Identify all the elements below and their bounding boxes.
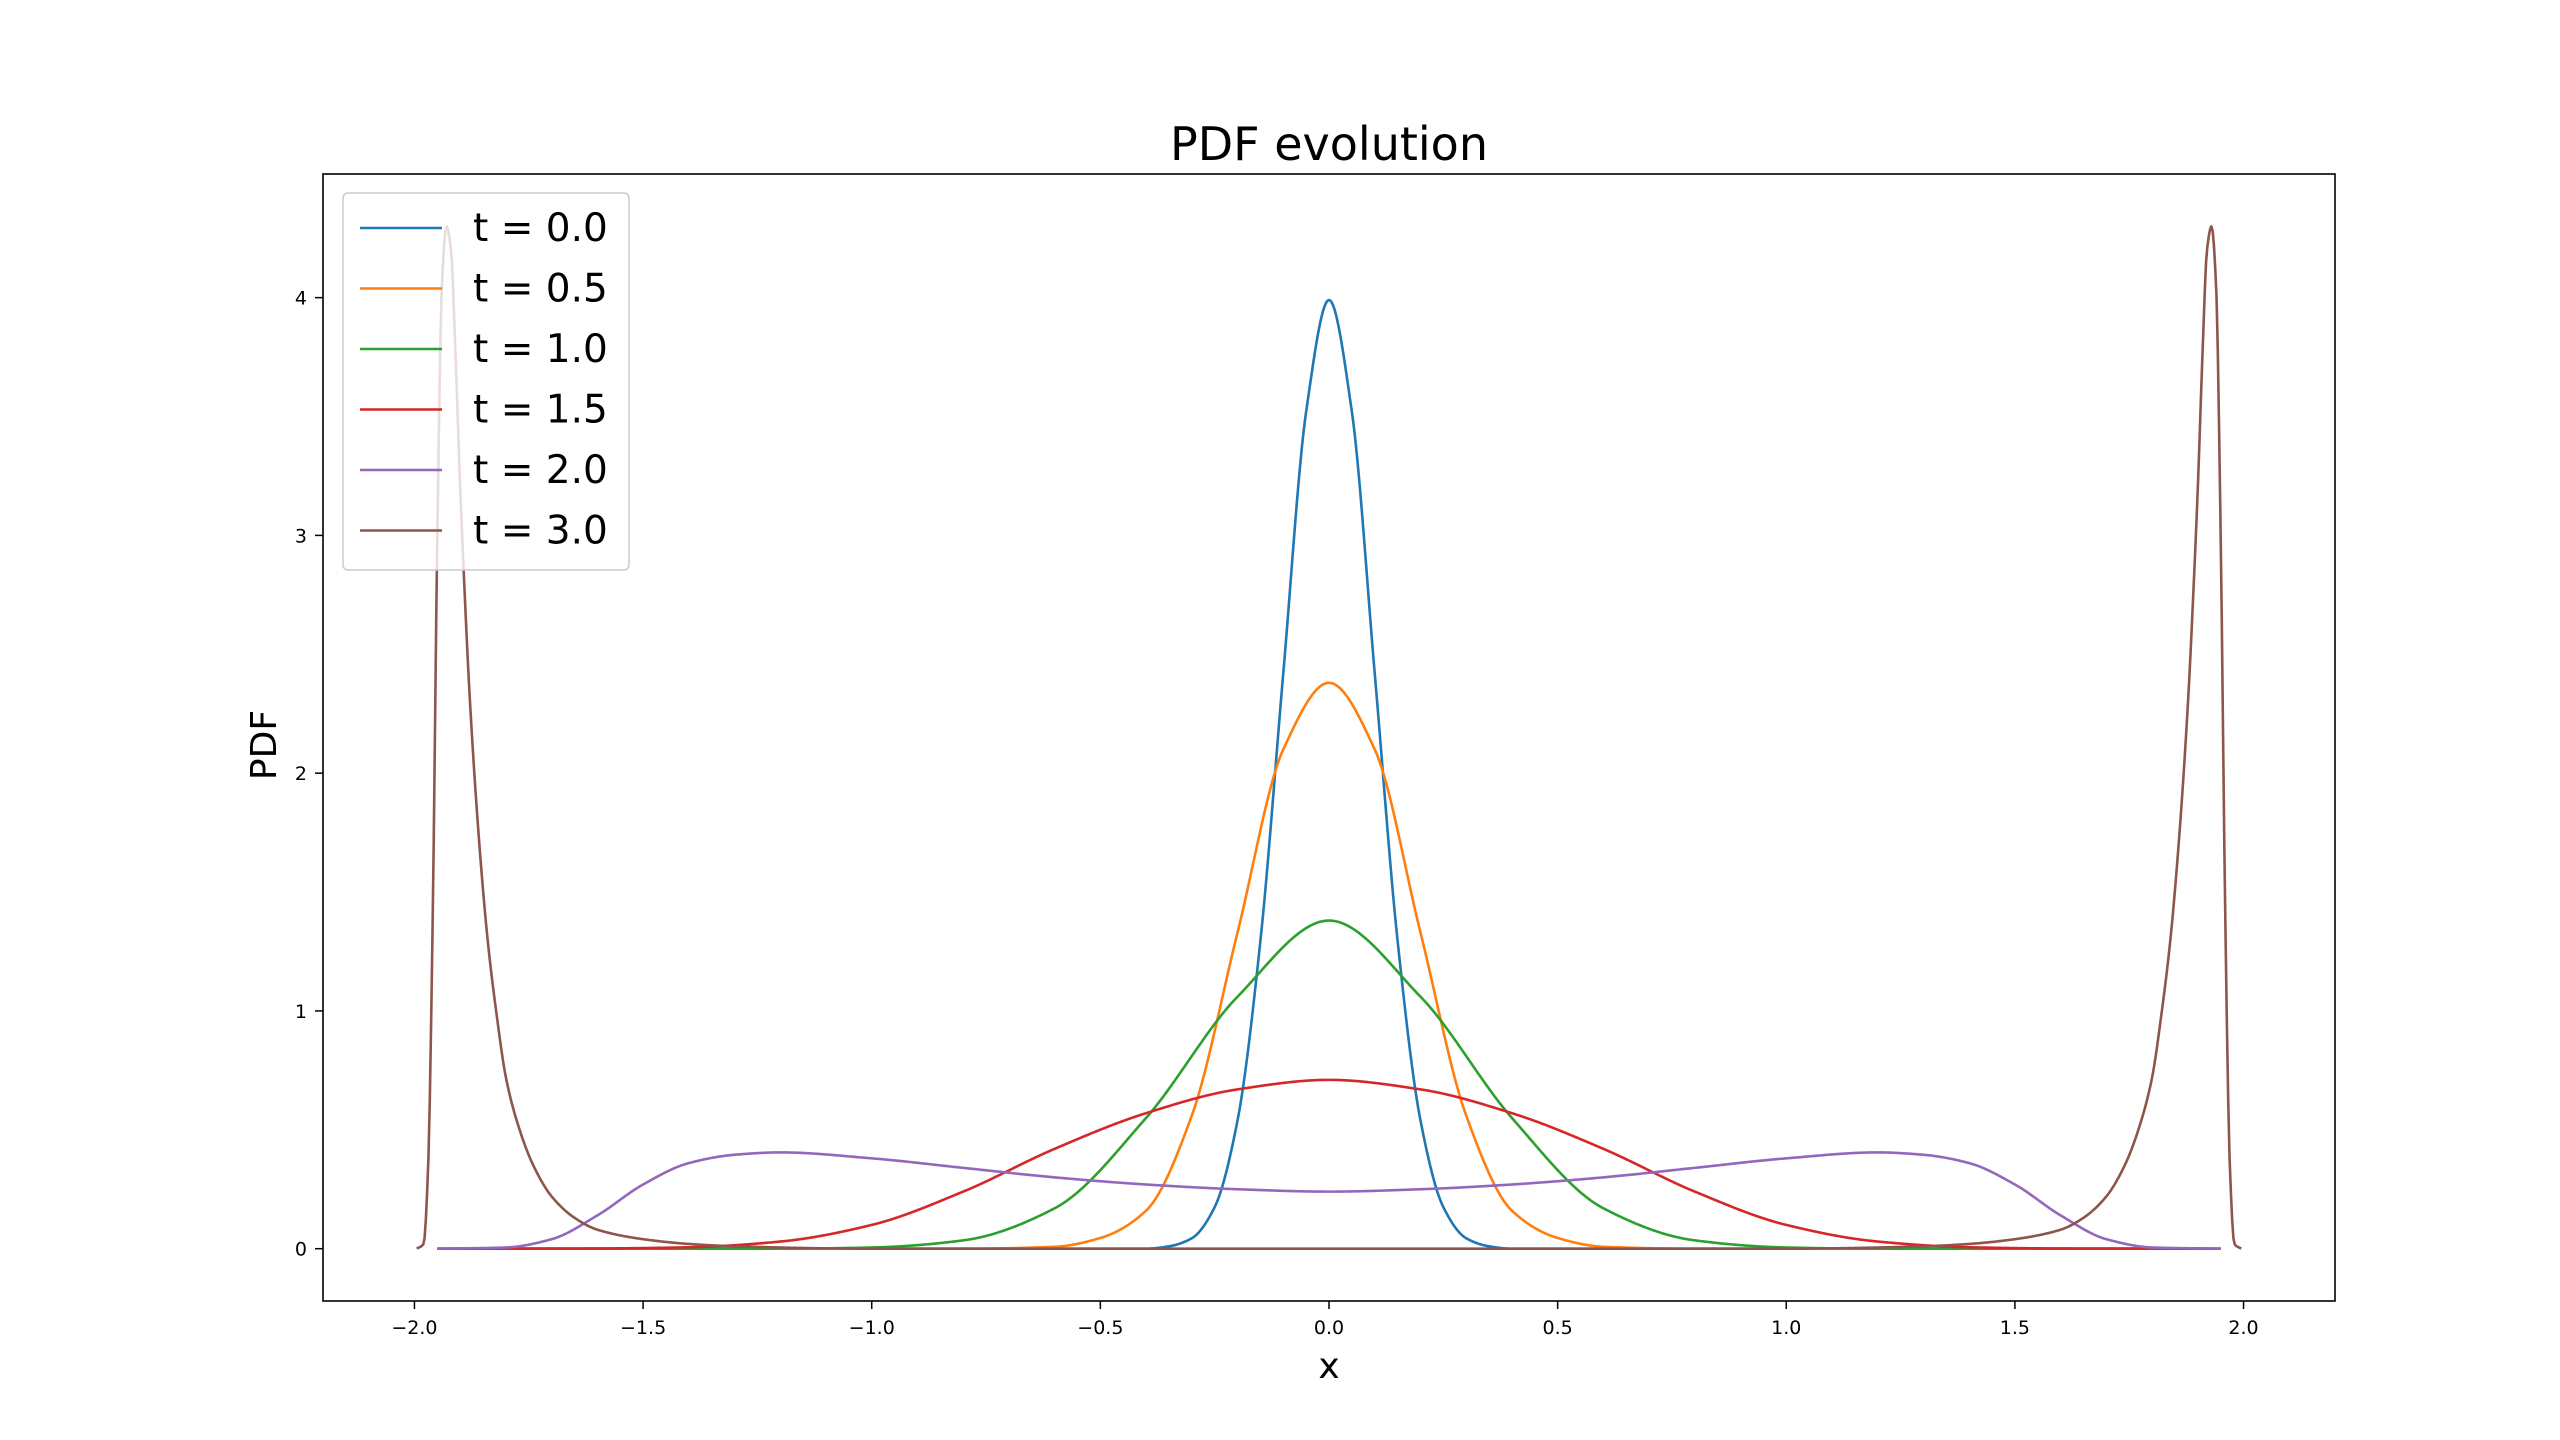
y-tick-label: 0 — [295, 1239, 307, 1261]
x-tick-label: 0.5 — [1543, 1317, 1573, 1339]
chart-title: PDF evolution — [1170, 117, 1488, 171]
y-axis: 0 1 2 3 4 — [295, 288, 323, 1261]
legend: t = 0.0 t = 0.5 t = 1.0 t = 1.5 t = 2.0 t = 3… — [342, 192, 630, 571]
x-tick-label: 2.0 — [2228, 1317, 2258, 1339]
legend-label: t = 1.5 — [473, 388, 608, 433]
series-line-5 — [416, 225, 2242, 1250]
legend-label: t = 0.5 — [473, 267, 608, 312]
x-axis: −2.0 −1.5 −1.0 −0.5 0.0 0.5 1.0 1.5 2.0 — [391, 1301, 2259, 1339]
legend-label: t = 1.0 — [473, 327, 608, 372]
y-tick-label: 4 — [295, 288, 307, 310]
x-tick-label: −0.5 — [1077, 1317, 1123, 1339]
x-tick-label: 0.0 — [1314, 1317, 1344, 1339]
y-axis-label: PDF — [244, 710, 285, 780]
y-tick-label: 2 — [295, 763, 307, 785]
y-tick-label: 3 — [295, 525, 307, 547]
x-axis-label: x — [1318, 1346, 1339, 1387]
legend-label: t = 0.0 — [473, 206, 608, 251]
x-tick-label: −1.0 — [849, 1317, 895, 1339]
legend-label: t = 3.0 — [473, 509, 608, 554]
x-tick-label: 1.0 — [1771, 1317, 1801, 1339]
legend-label: t = 2.0 — [473, 448, 608, 493]
x-tick-label: 1.5 — [2000, 1317, 2030, 1339]
plot-area — [416, 225, 2242, 1250]
y-tick-label: 1 — [295, 1001, 307, 1023]
x-tick-label: −1.5 — [620, 1317, 666, 1339]
series-line-4 — [437, 1151, 2221, 1250]
series-line-2 — [437, 919, 2221, 1250]
x-tick-label: −2.0 — [391, 1317, 437, 1339]
